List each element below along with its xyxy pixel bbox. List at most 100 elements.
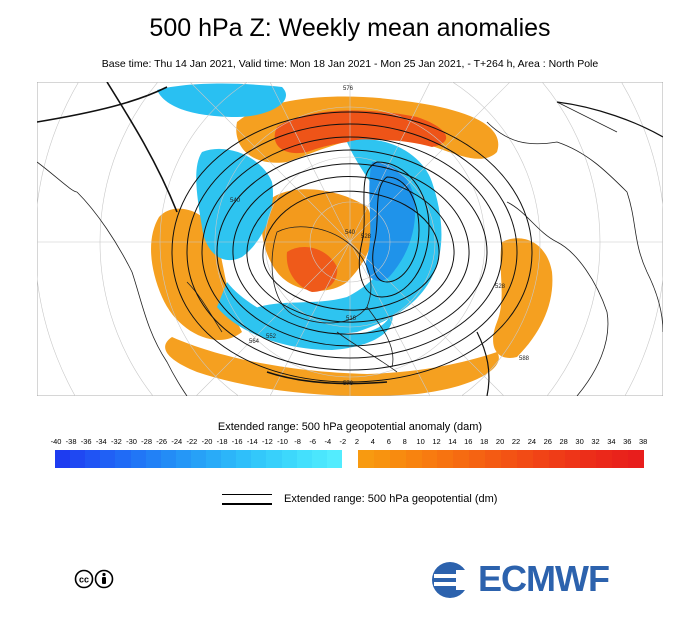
colorbar-tick-label: -40: [50, 437, 62, 446]
colorbar-tick-label: -18: [216, 437, 228, 446]
colorbar-tick-label: -38: [65, 437, 77, 446]
colorbar-tick-label: 34: [607, 437, 616, 446]
colorbar-swatch: [628, 450, 645, 468]
colorbar-tick-label: 16: [464, 437, 473, 446]
colorbar-tick-label: 14: [448, 437, 457, 446]
colorbar-swatch: [516, 450, 534, 468]
contour-label: 552: [266, 334, 277, 340]
colorbar-tick-label: 20: [495, 437, 505, 446]
colorbar-tick-label: 8: [402, 437, 407, 446]
colorbar-swatch: [206, 450, 222, 468]
colorbar-swatch: [389, 450, 407, 468]
colorbar-positive: [358, 450, 645, 468]
contour-label: 528: [361, 234, 372, 240]
colorbar-tick-label: 32: [591, 437, 600, 446]
colorbar-tick-label: 30: [575, 437, 584, 446]
colorbar-swatch: [548, 450, 566, 468]
ecmwf-brand: ECMWF: [478, 558, 610, 599]
contour-label: 564: [249, 339, 260, 345]
colorbar-swatch: [175, 450, 192, 468]
colorbar-tick-label: 10: [416, 437, 425, 446]
contour-label: 528: [495, 284, 506, 290]
colorbar-swatch: [421, 450, 438, 468]
colorbar-swatch: [580, 450, 597, 468]
colorbar-tick-label: -14: [246, 437, 258, 446]
colorbar-tick-label: -34: [95, 437, 107, 446]
legend-line-thick: [222, 503, 272, 505]
colorbar-tick-label: 2: [354, 437, 360, 446]
colorbar-tick-label: 18: [480, 437, 489, 446]
contour-label: 576: [343, 381, 354, 387]
colorbar-swatch: [281, 450, 298, 468]
colorbar-swatch: [266, 450, 283, 468]
colorbar-swatch: [145, 450, 162, 468]
colorbar-swatch: [130, 450, 147, 468]
colorbar-tick-label: -30: [126, 437, 137, 446]
colorbar-tick-label: -16: [231, 437, 243, 446]
colorbar-swatch: [373, 450, 391, 468]
colorbar-tick-label: -8: [294, 437, 301, 446]
colorbar-swatch: [358, 450, 375, 468]
colorbar-swatch: [453, 450, 470, 468]
graticule: [37, 82, 663, 396]
colorbar-tick-label: -26: [156, 437, 168, 446]
colorbar-swatch: [501, 450, 518, 468]
colorbar-swatch: [221, 450, 237, 468]
svg-text:cc: cc: [79, 575, 89, 585]
colorbar-swatch: [469, 450, 486, 468]
colorbar-swatch: [564, 450, 581, 468]
colorbar-tick-label: -6: [309, 437, 317, 446]
height-contours: [37, 82, 663, 396]
colorbar-tick-label: 6: [386, 437, 391, 446]
anomaly-fields: [151, 83, 553, 396]
colorbar-swatch: [405, 450, 423, 468]
colorbar-tick-label: -20: [201, 437, 213, 446]
colorbar-swatch: [596, 450, 613, 468]
colorbar-tick-label: 28: [559, 437, 568, 446]
colorbar-swatch: [236, 450, 252, 468]
chart-subtitle: Base time: Thu 14 Jan 2021, Valid time: …: [101, 58, 599, 70]
contour-label: 516: [346, 316, 357, 322]
colorbar-swatch: [296, 450, 313, 468]
colorbar-swatch: [532, 450, 550, 468]
ecmwf-logo-icon: [432, 562, 470, 598]
colorbar-negative: [55, 450, 343, 468]
colorbar-tick-label: -32: [110, 437, 122, 446]
colorbar-swatch: [85, 450, 101, 468]
colorbar-swatch: [311, 450, 328, 468]
colorbar-swatch: [326, 450, 343, 468]
contour-label: 576: [343, 86, 354, 92]
colorbar-tick-label: -22: [186, 437, 198, 446]
colorbar-swatch: [190, 450, 207, 468]
colorbar-tick-label: 38: [639, 437, 648, 446]
chart-title: 500 hPa Z: Weekly mean anomalies: [149, 14, 551, 42]
colorbar-swatch: [485, 450, 502, 468]
colorbar-swatch: [100, 450, 116, 468]
legend-line-thin: [222, 494, 272, 495]
colorbar-swatch: [55, 450, 71, 468]
colorbar-swatch: [251, 450, 267, 468]
colorbar-tick-label: 12: [432, 437, 441, 446]
contour-label: 588: [519, 356, 530, 362]
colorbar-swatch: [70, 450, 86, 468]
colorbar-tick-label: -24: [171, 437, 183, 446]
colorbar-tick-label: 26: [543, 437, 552, 446]
colorbar-swatch: [115, 450, 131, 468]
colorbar-swatch: [612, 450, 629, 468]
contour-legend-label: Extended range: 500 hPa geopotential (dm…: [284, 493, 498, 505]
colorbar-tick-label: -4: [324, 437, 332, 446]
colorbar-tick-label: -10: [277, 437, 288, 446]
colorbar-swatch: [160, 450, 177, 468]
colorbar-tick-label: -12: [261, 437, 273, 446]
colorbar-tick-label: 36: [623, 437, 632, 446]
contour-label: 540: [230, 198, 241, 204]
polar-anomaly-map: 576 564 552 540 528 516 588 540 528 576: [37, 82, 663, 396]
colorbar-tick-label: 22: [511, 437, 521, 446]
cc-by-icon: cc: [74, 569, 114, 589]
contour-labels: 576 564 552 540 528 516 588 540 528 576: [230, 86, 530, 387]
contour-label: 540: [345, 230, 356, 236]
colorbar-tick-label: -28: [141, 437, 153, 446]
colorbar-tick-label: 4: [370, 437, 375, 446]
coastlines: [37, 101, 663, 396]
colorbar-title: Extended range: 500 hPa geopotential ano…: [217, 421, 483, 433]
